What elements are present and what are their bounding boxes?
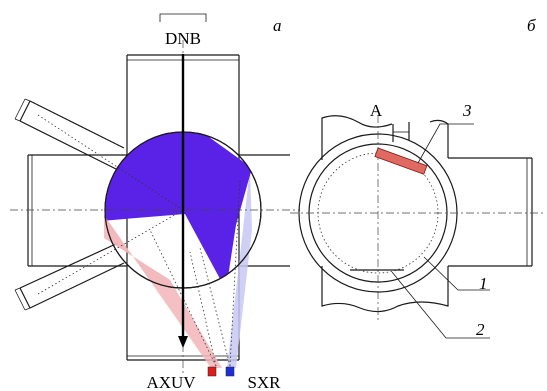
label-3: 3 <box>462 101 472 120</box>
label-2: 2 <box>476 320 485 339</box>
panel-b-label: б <box>527 16 536 35</box>
panel-b: A 3 1 2 б <box>290 16 545 339</box>
plasma-emission-fan <box>105 132 252 288</box>
panel-a-label: a <box>273 16 282 35</box>
diagonal-port-lower <box>14 242 125 311</box>
dnb-label: DNB <box>165 29 201 48</box>
sxr-detector-marker <box>225 366 235 377</box>
dnb-beam-arrowhead <box>178 336 188 348</box>
axuv-detector-marker <box>207 366 217 377</box>
element-3-strip <box>374 147 428 175</box>
leader-lines <box>391 123 490 339</box>
point-a-label: A <box>370 101 383 120</box>
axuv-label: AXUV <box>146 373 196 391</box>
sight-lines <box>37 114 241 367</box>
diagonal-port-upper <box>14 98 125 171</box>
dnb-injector: DNB <box>159 13 207 348</box>
housing-outline <box>321 115 533 313</box>
sxr-sight-cone <box>227 168 252 368</box>
axuv-sight-cone <box>104 215 222 368</box>
sxr-label: SXR <box>247 373 281 391</box>
label-1: 1 <box>479 274 488 293</box>
top-port-stub <box>392 122 410 142</box>
panel-a: DNB AXUV SXR a <box>10 13 300 391</box>
